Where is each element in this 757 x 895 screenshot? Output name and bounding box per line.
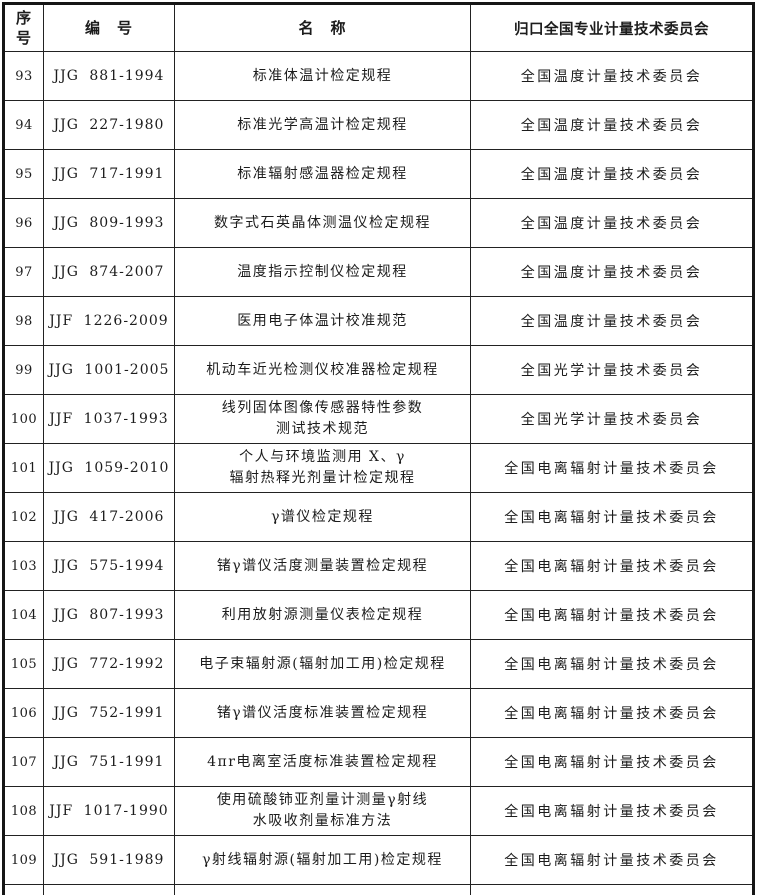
- row-code: JJF 1017-1990: [43, 786, 175, 836]
- row-serial-number: 104: [3, 590, 44, 640]
- row-code: JJG 1001-2005: [43, 345, 175, 395]
- row-committee: 全国温度计量技术委员会: [470, 100, 754, 150]
- row-committee: 全国电离辐射计量技术委员会: [470, 443, 754, 493]
- row-title: 电子束辐射源(辐射加工用)检定规程: [174, 639, 471, 689]
- row-committee: 全国电离辐射计量技术委员会: [470, 492, 754, 542]
- row-serial-number: 105: [3, 639, 44, 689]
- table-row: 100 JJF 1037-1993 线列固体图像传感器特性参数 测试技术规范 全…: [3, 394, 754, 444]
- empty-cell: [470, 884, 754, 895]
- row-code: JJG 807-1993: [43, 590, 175, 640]
- row-title: 标准辐射感温器检定规程: [174, 149, 471, 199]
- header-name: 名 称: [174, 3, 471, 52]
- row-title: γ射线辐射源(辐射加工用)检定规程: [174, 835, 471, 885]
- empty-cell: [174, 884, 471, 895]
- header-serial-number: 序 号: [3, 3, 44, 52]
- row-serial-number: 93: [3, 51, 44, 101]
- row-code: JJG 772-1992: [43, 639, 175, 689]
- row-code: JJG 717-1991: [43, 149, 175, 199]
- row-code: JJG 417-2006: [43, 492, 175, 542]
- row-title: γ谱仪检定规程: [174, 492, 471, 542]
- row-serial-number: 101: [3, 443, 44, 493]
- row-committee: 全国电离辐射计量技术委员会: [470, 688, 754, 738]
- row-serial-number: 100: [3, 394, 44, 444]
- table-row: 107 JJG 751-1991 4πr电离室活度标准装置检定规程 全国电离辐射…: [3, 737, 754, 787]
- row-title: 使用硫酸铈亚剂量计测量γ射线 水吸收剂量标准方法: [174, 786, 471, 836]
- header-row: 序 号 编 号 名 称 归口全国专业计量技术委员会: [3, 3, 754, 52]
- table-row: 94 JJG 227-1980 标准光学高温计检定规程 全国温度计量技术委员会: [3, 100, 754, 150]
- table-row: 98 JJF 1226-2009 医用电子体温计校准规范 全国温度计量技术委员会: [3, 296, 754, 346]
- row-code: JJG 874-2007: [43, 247, 175, 297]
- row-title: 机动车近光检测仪校准器检定规程: [174, 345, 471, 395]
- row-committee: 全国光学计量技术委员会: [470, 345, 754, 395]
- table-row: 95 JJG 717-1991 标准辐射感温器检定规程 全国温度计量技术委员会: [3, 149, 754, 199]
- row-serial-number: 102: [3, 492, 44, 542]
- row-code: JJG 227-1980: [43, 100, 175, 150]
- row-serial-number: 108: [3, 786, 44, 836]
- row-serial-number: 95: [3, 149, 44, 199]
- row-title: 标准光学高温计检定规程: [174, 100, 471, 150]
- row-serial-number: 98: [3, 296, 44, 346]
- empty-cell: [3, 884, 44, 895]
- row-title: 标准体温计检定规程: [174, 51, 471, 101]
- row-code: JJF 1037-1993: [43, 394, 175, 444]
- row-title: 个人与环境监测用 X、γ 辐射热释光剂量计检定规程: [174, 443, 471, 493]
- row-code: JJF 1226-2009: [43, 296, 175, 346]
- row-serial-number: 106: [3, 688, 44, 738]
- table-row: 93 JJG 881-1994 标准体温计检定规程 全国温度计量技术委员会: [3, 51, 754, 101]
- row-code: JJG 751-1991: [43, 737, 175, 787]
- row-serial-number: 94: [3, 100, 44, 150]
- table-row: 108 JJF 1017-1990 使用硫酸铈亚剂量计测量γ射线 水吸收剂量标准…: [3, 786, 754, 836]
- table-row: 97 JJG 874-2007 温度指示控制仪检定规程 全国温度计量技术委员会: [3, 247, 754, 297]
- row-title: 利用放射源测量仪表检定规程: [174, 590, 471, 640]
- table-row: 105 JJG 772-1992 电子束辐射源(辐射加工用)检定规程 全国电离辐…: [3, 639, 754, 689]
- row-title: 温度指示控制仪检定规程: [174, 247, 471, 297]
- row-committee: 全国温度计量技术委员会: [470, 51, 754, 101]
- row-serial-number: 97: [3, 247, 44, 297]
- empty-cell: [43, 884, 175, 895]
- row-title: 锗γ谱仪活度测量装置检定规程: [174, 541, 471, 591]
- table-row: 101 JJG 1059-2010 个人与环境监测用 X、γ 辐射热释光剂量计检…: [3, 443, 754, 493]
- row-title: 数字式石英晶体测温仪检定规程: [174, 198, 471, 248]
- row-committee: 全国电离辐射计量技术委员会: [470, 590, 754, 640]
- row-committee: 全国电离辐射计量技术委员会: [470, 639, 754, 689]
- partial-clipped-row: [3, 884, 754, 895]
- row-code: JJG 1059-2010: [43, 443, 175, 493]
- row-committee: 全国温度计量技术委员会: [470, 149, 754, 199]
- row-committee: 全国电离辐射计量技术委员会: [470, 835, 754, 885]
- table-row: 109 JJG 591-1989 γ射线辐射源(辐射加工用)检定规程 全国电离辐…: [3, 835, 754, 885]
- row-committee: 全国电离辐射计量技术委员会: [470, 737, 754, 787]
- row-code: JJG 809-1993: [43, 198, 175, 248]
- header-code: 编 号: [43, 3, 175, 52]
- row-code: JJG 591-1989: [43, 835, 175, 885]
- table-row: 102 JJG 417-2006 γ谱仪检定规程 全国电离辐射计量技术委员会: [3, 492, 754, 542]
- row-title: 医用电子体温计校准规范: [174, 296, 471, 346]
- row-serial-number: 107: [3, 737, 44, 787]
- table-row: 96 JJG 809-1993 数字式石英晶体测温仪检定规程 全国温度计量技术委…: [3, 198, 754, 248]
- row-title: 线列固体图像传感器特性参数 测试技术规范: [174, 394, 471, 444]
- row-committee: 全国温度计量技术委员会: [470, 247, 754, 297]
- row-committee: 全国电离辐射计量技术委员会: [470, 541, 754, 591]
- header-committee: 归口全国专业计量技术委员会: [470, 3, 754, 52]
- row-code: JJG 752-1991: [43, 688, 175, 738]
- row-committee: 全国温度计量技术委员会: [470, 296, 754, 346]
- row-committee: 全国温度计量技术委员会: [470, 198, 754, 248]
- table-row: 103 JJG 575-1994 锗γ谱仪活度测量装置检定规程 全国电离辐射计量…: [3, 541, 754, 591]
- row-code: JJG 881-1994: [43, 51, 175, 101]
- table-row: 104 JJG 807-1993 利用放射源测量仪表检定规程 全国电离辐射计量技…: [3, 590, 754, 640]
- row-serial-number: 99: [3, 345, 44, 395]
- table-row: 106 JJG 752-1991 锗γ谱仪活度标准装置检定规程 全国电离辐射计量…: [3, 688, 754, 738]
- row-title: 4πr电离室活度标准装置检定规程: [174, 737, 471, 787]
- row-title: 锗γ谱仪活度标准装置检定规程: [174, 688, 471, 738]
- row-serial-number: 103: [3, 541, 44, 591]
- row-serial-number: 109: [3, 835, 44, 885]
- table-row: 99 JJG 1001-2005 机动车近光检测仪校准器检定规程 全国光学计量技…: [3, 345, 754, 395]
- row-code: JJG 575-1994: [43, 541, 175, 591]
- table-body: 93 JJG 881-1994 标准体温计检定规程 全国温度计量技术委员会 94…: [3, 51, 754, 885]
- row-serial-number: 96: [3, 198, 44, 248]
- row-committee: 全国光学计量技术委员会: [470, 394, 754, 444]
- row-committee: 全国电离辐射计量技术委员会: [470, 786, 754, 836]
